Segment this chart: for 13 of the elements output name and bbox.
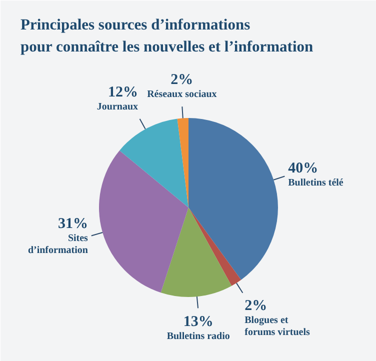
data-label: 31% xyxy=(58,216,88,232)
slice-label: Bulletins radio xyxy=(166,330,230,342)
slice-label: Sites d’information xyxy=(28,233,88,256)
data-label: 12% xyxy=(108,84,138,101)
slice-label: Réseaux sociaux xyxy=(147,88,217,100)
data-label: 13% xyxy=(183,314,214,330)
slice-label: Blogues et forums virtuels xyxy=(244,314,310,338)
data-label: 2% xyxy=(170,72,194,88)
slice-label: Journaux xyxy=(96,102,138,113)
data-label: 2% xyxy=(244,298,268,314)
chart-title: Principales sources d’informations pour connaître les nouvelles et l’information xyxy=(20,16,314,56)
slice-label: Bulletins télé xyxy=(288,178,344,189)
data-label: 40% xyxy=(288,160,318,177)
